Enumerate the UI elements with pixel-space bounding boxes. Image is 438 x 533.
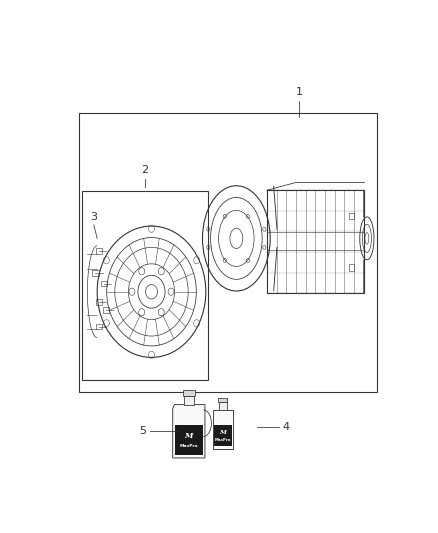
Bar: [349, 264, 354, 271]
Bar: [96, 248, 102, 254]
Bar: [349, 213, 354, 219]
Bar: [82, 191, 208, 380]
Bar: [101, 281, 107, 286]
Text: 3: 3: [90, 212, 97, 222]
Text: MaxPro: MaxPro: [215, 438, 231, 442]
Bar: [212, 410, 233, 449]
Text: 5: 5: [139, 426, 146, 437]
Bar: [183, 390, 195, 395]
Bar: [96, 324, 102, 329]
Bar: [102, 308, 109, 313]
Bar: [219, 398, 227, 402]
Bar: [175, 425, 203, 455]
Bar: [96, 299, 102, 305]
Polygon shape: [173, 405, 205, 458]
Bar: [184, 395, 194, 405]
Bar: [219, 402, 226, 410]
Text: 1: 1: [296, 87, 303, 97]
Text: MaxPro: MaxPro: [180, 445, 198, 448]
Bar: [214, 425, 232, 446]
Bar: [267, 190, 364, 293]
Bar: [92, 270, 99, 276]
Bar: [78, 113, 377, 392]
Text: M: M: [184, 432, 193, 440]
Text: 4: 4: [282, 422, 290, 432]
Text: 2: 2: [141, 165, 148, 175]
Text: M: M: [219, 430, 226, 435]
